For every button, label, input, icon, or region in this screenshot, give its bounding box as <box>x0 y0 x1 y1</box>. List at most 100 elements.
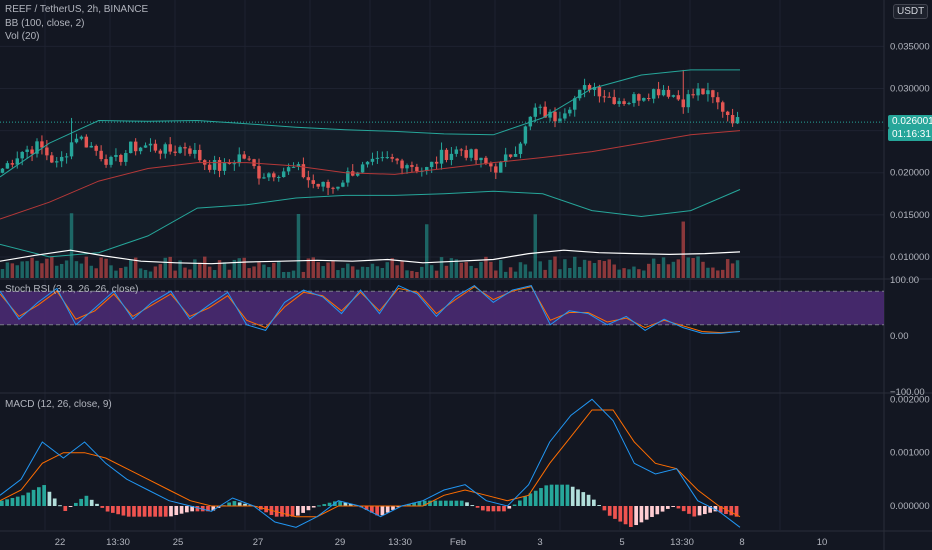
candle <box>597 87 602 97</box>
volume-bar <box>365 267 370 278</box>
candle <box>360 164 365 173</box>
candle <box>119 154 123 162</box>
candle <box>133 141 138 152</box>
volume-bar <box>277 261 281 278</box>
time-axis-label: 29 <box>335 537 346 548</box>
macd-histogram-bar <box>570 486 575 506</box>
current-price-badge: 0.026001 <box>888 115 932 129</box>
macd-histogram-bar <box>708 506 712 513</box>
volume-bar <box>587 260 592 278</box>
volume-bar <box>138 268 143 278</box>
volume-bar <box>5 262 10 278</box>
macd-histogram-bar <box>385 506 390 513</box>
candle <box>158 150 163 154</box>
macd-histogram-bar <box>185 506 189 513</box>
currency-selector[interactable]: USDT <box>893 4 929 19</box>
volume-bar <box>706 267 710 278</box>
volume-bar <box>735 260 740 278</box>
macd-histogram-bar <box>348 503 353 506</box>
candle <box>129 141 133 154</box>
volume-bar <box>262 264 266 278</box>
volume-bar <box>632 266 636 278</box>
bollinger-bands-label[interactable]: BB (100, close, 2) <box>5 18 85 29</box>
candle <box>415 166 419 172</box>
volume-bar <box>390 258 394 278</box>
macd-histogram-bar <box>454 500 459 506</box>
macd-histogram-bar <box>644 506 649 520</box>
volume-bar <box>336 270 340 278</box>
volume-bar <box>602 261 607 278</box>
stoch-rsi-label[interactable]: Stoch RSI (3, 3, 26, 26, close) <box>5 284 139 295</box>
candle <box>138 147 143 152</box>
stoch-rsi-axis-label: 0.00 <box>890 331 909 342</box>
macd-histogram-bar <box>412 502 416 506</box>
candle <box>716 97 720 103</box>
volume-bar <box>617 269 621 278</box>
candle <box>341 182 345 187</box>
volume-bar <box>247 268 251 278</box>
candle <box>558 118 562 122</box>
volume-bar <box>306 258 311 278</box>
volume-bar <box>50 256 54 278</box>
candle <box>632 94 636 104</box>
bollinger-fill <box>0 69 740 257</box>
candle <box>533 107 537 117</box>
volume-bar <box>94 268 98 278</box>
volume-bar <box>35 260 39 278</box>
macd-histogram-bar <box>681 506 686 512</box>
candle <box>568 109 572 114</box>
candle <box>730 115 735 124</box>
candle <box>518 143 523 154</box>
volume-bar <box>257 262 261 278</box>
macd-histogram-bar <box>47 491 52 506</box>
macd-histogram-bar <box>687 506 691 514</box>
volume-bar <box>346 263 350 278</box>
candle <box>484 157 488 164</box>
candle <box>405 165 409 169</box>
macd-histogram-bar <box>163 506 168 517</box>
time-axis-label: 10 <box>817 537 828 548</box>
macd-histogram-bar <box>528 493 533 506</box>
time-axis-label: 13:30 <box>388 537 412 548</box>
volume-label[interactable]: Vol (20) <box>5 31 40 42</box>
candle <box>89 145 93 148</box>
volume-bar <box>55 265 59 278</box>
macd-histogram-bar <box>729 506 734 516</box>
candle <box>84 136 89 148</box>
macd-histogram-bar <box>5 499 9 506</box>
volume-bar <box>484 256 488 278</box>
candle <box>331 187 335 189</box>
volume-bar <box>64 260 69 278</box>
volume-bar <box>612 264 616 278</box>
candle <box>163 144 167 154</box>
candle <box>444 149 449 160</box>
candle <box>114 154 118 157</box>
volume-bar <box>217 260 222 278</box>
time-axis-label: 3 <box>537 537 542 548</box>
volume-bar <box>642 270 646 278</box>
macd-histogram-bar <box>31 489 36 506</box>
candle <box>99 150 103 160</box>
macd-label[interactable]: MACD (12, 26, close, 9) <box>5 399 112 410</box>
volume-bar <box>449 258 454 278</box>
macd-histogram-bar <box>518 500 522 506</box>
candle <box>59 156 64 162</box>
candle <box>587 85 592 90</box>
macd-histogram-bar <box>74 502 78 506</box>
volume-bar <box>711 267 715 278</box>
candle <box>681 99 685 108</box>
candle <box>25 149 29 152</box>
candle <box>499 161 503 173</box>
macd-histogram-bar <box>428 500 432 506</box>
macd-histogram-bar <box>15 496 20 506</box>
candlestick-series <box>0 69 740 196</box>
volume-bar <box>627 269 631 278</box>
volume-bar <box>622 268 626 278</box>
macd-histogram-bar <box>475 506 480 508</box>
macd-histogram-bar <box>322 504 327 506</box>
macd-histogram-bar <box>126 506 131 517</box>
macd-histogram-bar <box>100 506 105 508</box>
volume-bar <box>573 256 577 278</box>
candle <box>494 166 498 173</box>
